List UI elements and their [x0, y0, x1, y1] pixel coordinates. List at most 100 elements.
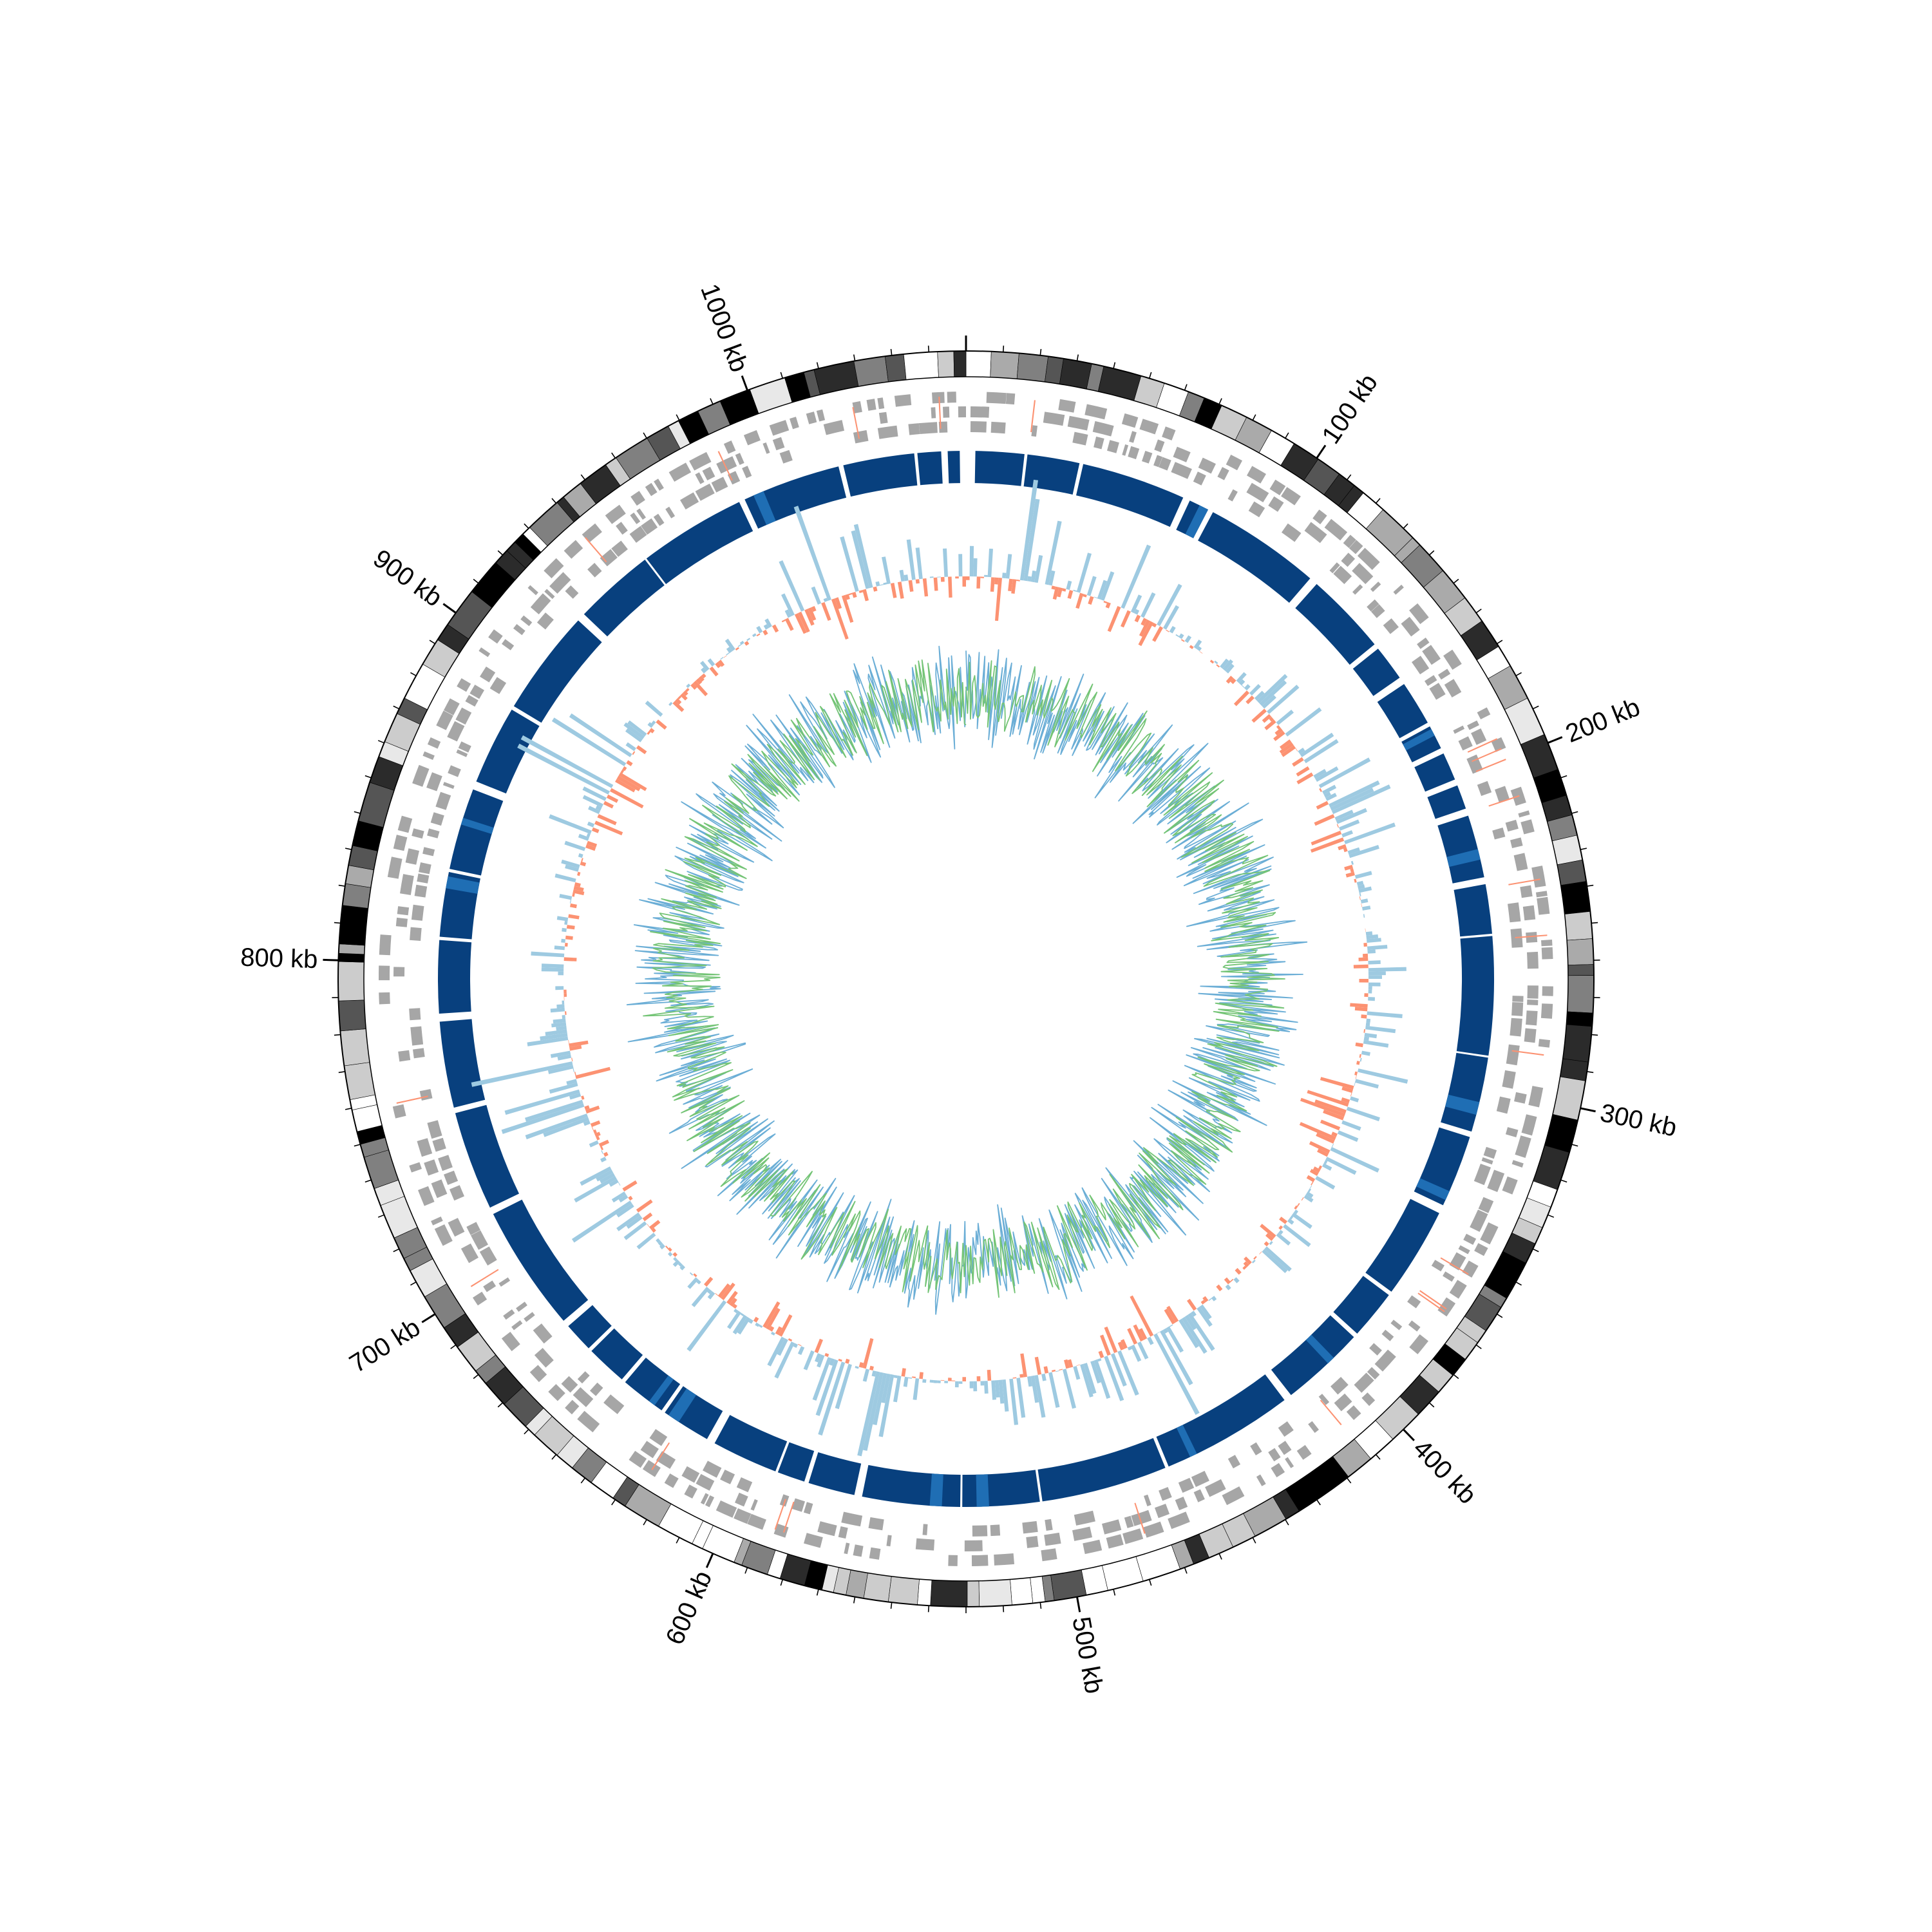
minor-tick — [1571, 811, 1578, 814]
feature-tile — [1269, 479, 1286, 496]
histogram-bar-red — [966, 576, 970, 580]
syntenic-block-accent — [753, 491, 776, 526]
histogram-bar-red — [1139, 619, 1151, 637]
histogram-bar-blue — [562, 927, 567, 933]
feature-tile — [529, 1365, 547, 1383]
feature-tile — [1541, 947, 1553, 960]
histogram-bar-red — [990, 577, 995, 592]
feature-tile — [964, 1540, 983, 1552]
histogram-bar-blue — [882, 556, 891, 585]
minor-tick — [643, 432, 647, 439]
histogram-track — [471, 479, 1408, 1457]
histogram-bar-red — [1350, 868, 1354, 873]
histogram-bar-blue — [1360, 898, 1368, 904]
minor-tick — [1497, 1313, 1503, 1318]
histogram-bar-red — [615, 779, 636, 793]
histogram-bar-red — [1141, 618, 1148, 626]
feature-tile — [1477, 781, 1492, 796]
feature-tile — [769, 420, 790, 436]
feature-tile — [803, 1502, 813, 1515]
syntenic-block — [625, 1358, 681, 1410]
feature-tile — [1502, 1176, 1518, 1195]
syntenic-block — [843, 453, 918, 497]
feature-tile — [435, 791, 451, 810]
histogram-bar-blue — [1197, 646, 1202, 652]
histogram-bar-red — [735, 647, 739, 651]
minor-tick — [1218, 1553, 1222, 1560]
histogram-bar-red — [1350, 1003, 1368, 1008]
feature-tile — [419, 862, 431, 875]
histogram-bar-blue — [1076, 553, 1092, 593]
feature-tile — [1422, 645, 1441, 665]
major-tick — [1403, 1428, 1415, 1441]
histogram-bar-blue — [1341, 830, 1353, 838]
histogram-bar-blue — [1363, 1036, 1369, 1041]
syntenic-block — [646, 502, 753, 584]
histogram-bar-red — [590, 1120, 601, 1128]
feature-tile — [886, 1535, 892, 1547]
histogram-bar-red — [919, 1372, 923, 1379]
histogram-bar-red — [647, 730, 651, 735]
feature-tile — [735, 453, 744, 465]
histogram-bar-blue — [561, 938, 565, 943]
feature-tile — [1102, 1519, 1122, 1535]
histogram-bar-red — [591, 1126, 594, 1131]
histogram-bar-blue — [569, 1093, 582, 1100]
histogram-bar-red — [1356, 1061, 1360, 1065]
histogram-bar-blue — [707, 1291, 715, 1300]
histogram-bar-red — [665, 1245, 669, 1249]
feature-tile — [1514, 1092, 1527, 1104]
histogram-bar-red — [1067, 1359, 1074, 1368]
histogram-bar-red — [858, 590, 864, 593]
feature-tile — [1371, 604, 1385, 618]
syntenic-block — [962, 1470, 1040, 1508]
histogram-bar-red — [908, 580, 914, 592]
histogram-bar-blue — [564, 920, 568, 925]
histogram-bar-blue — [1325, 793, 1337, 801]
histogram-bar-blue — [550, 1007, 565, 1013]
feature-tile — [436, 710, 453, 730]
histogram-bar-red — [647, 1224, 650, 1227]
histogram-bar-red — [781, 619, 786, 623]
feature-tile — [412, 764, 430, 787]
histogram-bar-red — [585, 844, 596, 851]
syntenic-block — [808, 1452, 862, 1495]
feature-tile — [1473, 1164, 1491, 1186]
feature-tile — [1333, 565, 1352, 584]
histogram-bar-blue — [737, 644, 741, 647]
histogram-bar-blue — [1367, 938, 1381, 943]
feature-tile — [716, 456, 737, 474]
histogram-bar-red — [1355, 1075, 1357, 1079]
histogram-bar-red — [1199, 651, 1203, 654]
histogram-bar-blue — [1056, 1370, 1059, 1372]
histogram-bar-red — [1295, 748, 1298, 752]
histogram-bar-red — [610, 788, 644, 809]
histogram-bar-blue — [883, 582, 887, 585]
major-tick — [1547, 736, 1563, 744]
feature-tile — [1106, 1534, 1124, 1549]
histogram-bar-red — [862, 1338, 874, 1369]
histogram-bar-red — [869, 1365, 874, 1371]
histogram-bar-red — [1226, 676, 1234, 684]
histogram-bar-blue — [564, 840, 586, 851]
histogram-bar-blue — [1094, 596, 1098, 599]
feature-tile — [1409, 603, 1429, 625]
histogram-bar-blue — [1267, 685, 1300, 714]
histogram-bar-red — [1273, 730, 1285, 741]
histogram-bar-blue — [1356, 880, 1364, 886]
histogram-bar-blue — [908, 1377, 913, 1379]
histogram-bar-red — [622, 1180, 638, 1192]
histogram-bar-blue — [1101, 571, 1115, 601]
ideogram-band — [813, 361, 859, 395]
feature-marker — [585, 537, 607, 563]
feature-tile — [1352, 584, 1363, 595]
histogram-bar-blue — [569, 713, 632, 757]
syntenic-block-accent — [446, 876, 480, 894]
histogram-bar-blue — [1331, 784, 1391, 815]
syntenic-block — [1377, 684, 1428, 739]
histogram-bar-blue — [878, 1374, 895, 1437]
histogram-bar-blue — [1002, 1379, 1009, 1412]
feature-tile — [513, 624, 526, 636]
histogram-bar-blue — [994, 1380, 1000, 1398]
histogram-bar-blue — [1157, 1331, 1160, 1334]
